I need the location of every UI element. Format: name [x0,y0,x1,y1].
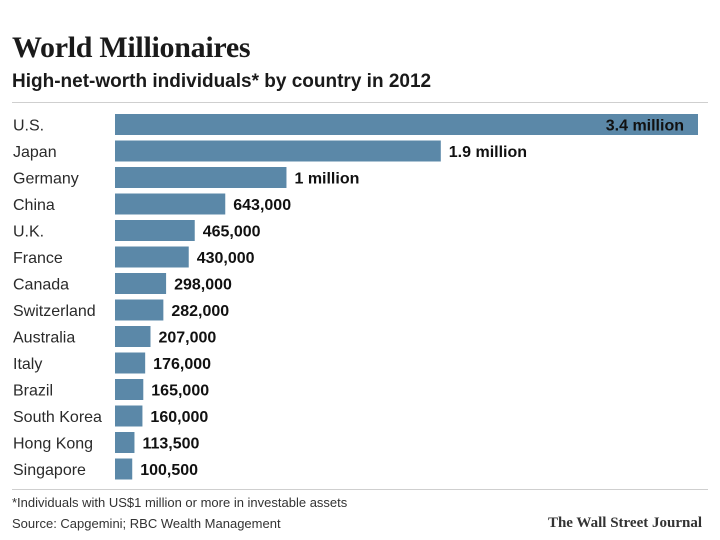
category-label-japan: Japan [13,144,57,161]
top-divider [12,102,708,103]
value-label-u-s: 3.4 million [606,118,684,135]
bar-japan [115,140,441,162]
category-label-china: China [13,197,55,214]
value-label-italy: 176,000 [153,356,211,373]
value-label-china: 643,000 [233,197,291,214]
bar-italy [115,352,146,374]
bar-hong-kong [115,432,135,453]
value-label-switzerland: 282,000 [171,303,229,320]
bar-u-s [115,114,698,135]
value-label-germany: 1 million [294,171,359,188]
category-label-singapore: Singapore [13,462,86,479]
bar-canada [115,273,167,294]
publisher-credit: The Wall Street Journal [547,515,702,531]
chart-title: World Millionaires [12,31,251,64]
value-label-australia: 207,000 [158,330,216,347]
bar-china [115,193,226,215]
category-label-u-k: U.K. [13,224,44,241]
category-label-italy: Italy [13,356,42,373]
category-label-france: France [13,250,63,267]
category-label-canada: Canada [13,277,69,294]
category-label-brazil: Brazil [13,383,53,400]
bar-singapore [115,458,133,480]
value-label-france: 430,000 [197,250,255,267]
category-label-germany: Germany [13,171,79,188]
value-label-south-korea: 160,000 [150,409,208,426]
source-note: Source: Capgemini; RBC Wealth Management [12,516,281,531]
category-label-switzerland: Switzerland [13,303,96,320]
value-label-u-k: 465,000 [203,224,261,241]
value-label-hong-kong: 113,500 [142,436,199,453]
bar-u-k [115,220,195,241]
value-label-japan: 1.9 million [449,144,527,161]
bar-brazil [115,379,144,400]
bar-chart: U.S. 3.4 million Japan 1.9 million Germany 1 … [13,114,698,480]
bar-south-korea [115,405,143,427]
footnote: *Individuals with US$1 million or more i… [12,495,348,510]
value-label-canada: 298,000 [174,277,232,294]
bar-switzerland [115,299,164,321]
bar-australia [115,326,151,347]
bar-germany [115,167,287,188]
bottom-divider [12,489,708,490]
value-label-brazil: 165,000 [151,383,209,400]
category-label-south-korea: South Korea [13,409,102,426]
category-label-hong-kong: Hong Kong [13,436,93,453]
category-label-australia: Australia [13,330,75,347]
value-label-singapore: 100,500 [140,462,198,479]
bar-france [115,246,189,268]
category-label-u-s: U.S. [13,118,44,135]
chart-subtitle: High-net-worth individuals* by country i… [12,71,432,92]
